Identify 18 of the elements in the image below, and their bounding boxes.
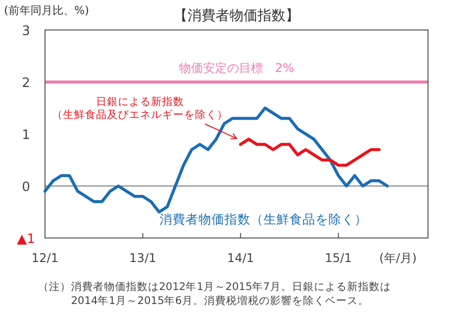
x-axis-title: (年/月) — [379, 251, 417, 265]
x-tick-label: 13/1 — [129, 251, 156, 265]
x-tick-label: 15/1 — [324, 251, 352, 265]
text: （注）消費者物価指数は2012年1月～2015年7月。日銀による新指数は 2014年1月～2015年6月。消費税増税の影響を除くベース。 — [38, 280, 391, 307]
chart-title: 【消費者物価指数】 — [174, 8, 300, 24]
y-axis-title: (前年同月比、%) — [4, 4, 90, 17]
text: 日銀による新指数（生鮮食品及びエネルギーを除く） — [52, 95, 228, 121]
y-tick-label: 1 — [22, 128, 30, 143]
y-tick-label: ▲1 — [16, 232, 36, 247]
x-tick-label: 14/1 — [227, 251, 254, 265]
series-label: 消費者物価指数（生鮮食品を除く） — [159, 211, 368, 226]
ref-line-label: 物価安定の目標 2% — [178, 61, 294, 75]
y-tick-label: 2 — [22, 76, 30, 91]
y-tick-label: 0 — [22, 180, 30, 195]
y-tick-label: 3 — [22, 24, 30, 39]
line-series — [239, 138, 381, 167]
line-series — [44, 106, 389, 214]
x-tick-label: 12/1 — [32, 251, 58, 265]
